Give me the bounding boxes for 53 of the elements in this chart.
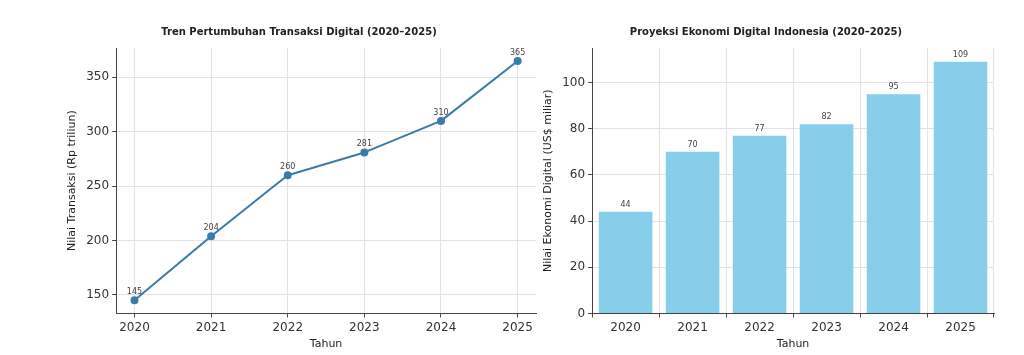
y-tick-label: 40 bbox=[569, 213, 586, 228]
bar bbox=[598, 211, 653, 313]
chart-title: Tren Pertumbuhan Transaksi Digital (2020–2025) bbox=[161, 25, 437, 37]
y-tick-label: 20 bbox=[569, 259, 586, 274]
data-label: 310 bbox=[433, 107, 449, 117]
point bbox=[360, 148, 369, 157]
x-tick-label: 2025 bbox=[502, 319, 533, 334]
x-axis-title: Tahun bbox=[308, 337, 343, 351]
y-axis-title: Nilai Transaksi (Rp triliun) bbox=[65, 110, 79, 252]
point bbox=[207, 232, 216, 241]
data-label: 204 bbox=[203, 223, 219, 233]
x-tick-label: 2021 bbox=[195, 319, 227, 334]
point bbox=[130, 296, 139, 305]
x-tick-label: 2022 bbox=[272, 319, 304, 334]
x-tick-label: 2025 bbox=[945, 319, 976, 334]
y-tick-label: 0 bbox=[577, 305, 586, 320]
x-axis-title: Tahun bbox=[775, 337, 810, 351]
bar bbox=[799, 124, 854, 313]
data-label: 145 bbox=[126, 287, 143, 297]
x-tick-label: 2023 bbox=[811, 319, 842, 334]
y-tick-label: 300 bbox=[86, 123, 110, 138]
point bbox=[513, 57, 522, 66]
bar bbox=[866, 94, 921, 313]
data-label: 77 bbox=[754, 123, 765, 133]
bar bbox=[933, 61, 988, 313]
chart-title: Proyeksi Ekonomi Digital Indonesia (2020–2025) bbox=[629, 25, 903, 37]
x-tick-label: 2024 bbox=[878, 319, 909, 334]
y-tick-label: 150 bbox=[86, 287, 110, 302]
y-tick-label: 80 bbox=[569, 120, 586, 135]
data-label: 44 bbox=[620, 199, 631, 209]
data-label: 365 bbox=[509, 48, 526, 58]
data-label: 109 bbox=[952, 49, 969, 59]
data-label: 260 bbox=[280, 162, 296, 172]
data-label: 281 bbox=[356, 139, 372, 149]
y-tick-label: 60 bbox=[569, 167, 586, 182]
data-label: 70 bbox=[687, 139, 698, 149]
x-tick-label: 2024 bbox=[425, 319, 457, 334]
y-axis-title: Nilai Ekonomi Digital (US$ miliar) bbox=[541, 89, 555, 273]
bar bbox=[665, 151, 720, 313]
x-tick-label: 2020 bbox=[119, 319, 150, 334]
x-tick-label: 2023 bbox=[349, 319, 380, 334]
y-tick-label: 250 bbox=[86, 178, 110, 193]
x-tick-label: 2020 bbox=[610, 319, 641, 334]
x-tick-label: 2022 bbox=[744, 319, 775, 334]
y-tick-label: 350 bbox=[86, 69, 110, 84]
x-tick-label: 2021 bbox=[677, 319, 708, 334]
bar bbox=[732, 135, 787, 313]
data-label: 82 bbox=[821, 112, 832, 122]
point bbox=[283, 171, 292, 180]
y-tick-label: 200 bbox=[86, 232, 110, 247]
data-label: 95 bbox=[888, 82, 899, 92]
point bbox=[436, 116, 445, 125]
y-tick-label: 100 bbox=[562, 74, 586, 89]
